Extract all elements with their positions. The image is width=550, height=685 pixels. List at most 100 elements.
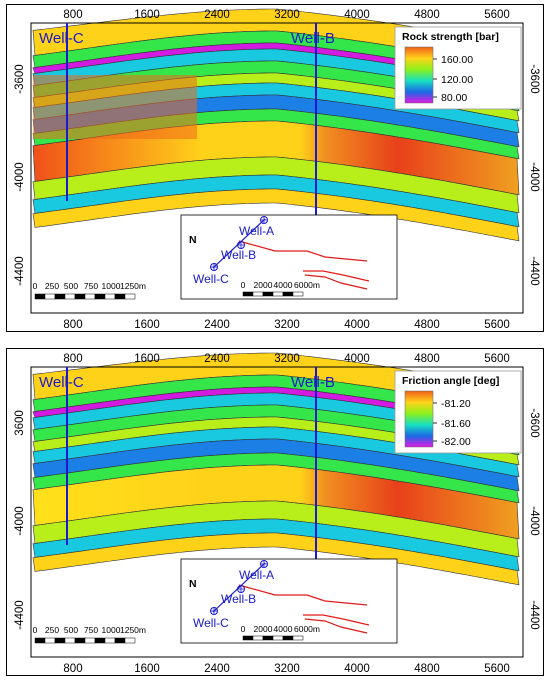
x-tick-top: 1600	[134, 9, 160, 21]
stratum-layer	[32, 532, 520, 586]
scale-bar-label: 250	[45, 625, 59, 635]
well-b-label: Well-B	[291, 30, 335, 47]
well-c-trajectory	[304, 618, 368, 634]
y-tick-left: -4400	[14, 256, 26, 285]
inset-scale-label: 6000m	[294, 624, 320, 634]
well-marker-icon	[210, 607, 218, 615]
x-tick-bottom: 1600	[134, 663, 160, 675]
north-arrow: N	[189, 578, 197, 590]
scale-bar-label: 500	[64, 625, 78, 635]
well-c-label: Well-C	[39, 30, 84, 47]
scale-bar-label: 1250m	[120, 281, 146, 291]
x-tick-bottom: 5600	[484, 319, 510, 331]
x-tick-bottom: 4000	[344, 663, 370, 675]
y-tick-right: -4000	[528, 162, 540, 191]
layered-section	[32, 352, 520, 586]
legend-value: 80.00	[441, 92, 467, 104]
y-tick-right: -3600	[528, 64, 540, 93]
well-b-label: Well-B	[291, 374, 335, 391]
well-b-trajectory	[303, 270, 370, 282]
legend-colorbar	[404, 390, 434, 448]
well-marker-icon	[260, 560, 268, 568]
y-tick-left: -3600	[14, 64, 26, 93]
y-tick-left: -4400	[14, 600, 26, 629]
well-marker-icon	[237, 585, 245, 593]
friction-angle-panel: 800 800 1600 1600 2400 2400 3200 3200 4000 4000 48…	[6, 348, 544, 676]
x-tick-bottom: 4800	[414, 319, 440, 331]
x-tick-bottom: 800	[63, 319, 82, 331]
x-tick-top: 3200	[274, 9, 300, 21]
legend-value: -82.00	[441, 436, 471, 448]
scale-bar-label: 0	[33, 625, 38, 635]
legend-value: -81.60	[441, 418, 471, 430]
well-marker-icon	[237, 241, 245, 249]
x-tick-top: 2400	[204, 9, 230, 21]
x-tick-top: 800	[63, 9, 82, 21]
inset-well-c-label: Well-C	[193, 272, 229, 286]
legend-value: -81.20	[441, 398, 471, 410]
scale-bar: 0 250 500 750 1000 1250m	[33, 281, 146, 300]
legend-title: Friction angle [deg]	[402, 375, 499, 387]
plot-frame	[30, 366, 524, 658]
location-inset-map: N Well-A Well-B Well-C 0 2000 4000 6000m	[180, 214, 398, 300]
inset-scale-label: 2000	[254, 280, 273, 290]
x-tick-bottom: 800	[63, 663, 82, 675]
inset-scale-label: 4000	[274, 280, 293, 290]
legend-title: Rock strength [bar]	[402, 31, 499, 43]
inset-well-b-label: Well-B	[221, 592, 256, 606]
plot-frame	[30, 22, 524, 314]
scale-bar-label: 1000	[102, 281, 121, 291]
scale-bar-label: 0	[33, 281, 38, 291]
y-tick-right: -4000	[528, 506, 540, 535]
inset-scale-label: 0	[241, 624, 246, 634]
stratum-layer	[32, 188, 520, 242]
legend-value: 160.00	[441, 54, 473, 66]
inset-section-line	[212, 562, 266, 613]
inset-scale-label: 4000	[274, 624, 293, 634]
x-tick-top: 4800	[414, 353, 440, 365]
rock-strength-panel: 800 800 1600 1600 2400 2400 3200 3200 4000 4000 48…	[6, 4, 544, 332]
x-tick-bottom: 5600	[484, 663, 510, 675]
well-a-trajectory	[238, 240, 368, 262]
high-value-zone	[33, 75, 197, 139]
x-tick-top: 2400	[204, 353, 230, 365]
x-tick-bottom: 3200	[274, 663, 300, 675]
x-tick-top: 5600	[484, 9, 510, 21]
inset-well-a-label: Well-A	[239, 224, 274, 238]
x-tick-top: 5600	[484, 353, 510, 365]
scale-bar-label: 1000	[102, 625, 121, 635]
x-tick-bottom: 3200	[274, 319, 300, 331]
inset-well-c-label: Well-C	[193, 616, 229, 630]
scale-bar-label: 1250m	[120, 625, 146, 635]
well-b-trajectory	[303, 614, 370, 626]
x-tick-bottom: 2400	[204, 663, 230, 675]
x-tick-bottom: 1600	[134, 319, 160, 331]
x-tick-top: 4000	[344, 9, 370, 21]
inset-scale-label: 2000	[254, 624, 273, 634]
x-tick-top: 800	[63, 353, 82, 365]
inset-scale-label: 6000m	[294, 280, 320, 290]
x-tick-top: 4000	[344, 353, 370, 365]
scale-bar-label: 250	[45, 281, 59, 291]
inset-well-b-label: Well-B	[221, 248, 256, 262]
y-tick-right: -3600	[528, 408, 540, 437]
well-marker-icon	[260, 216, 268, 224]
scale-bar-label: 750	[84, 281, 98, 291]
x-tick-bottom: 4000	[344, 319, 370, 331]
inset-well-a-label: Well-A	[239, 568, 274, 582]
inset-section-line	[212, 218, 266, 269]
x-tick-top: 4800	[414, 9, 440, 21]
section-plot: 800 800 1600 1600 2400 2400 3200 3200 4000 4000 48…	[14, 352, 540, 675]
y-tick-right: -4400	[528, 600, 540, 629]
x-tick-bottom: 4800	[414, 663, 440, 675]
legend-colorbar	[404, 46, 434, 104]
section-plot: 800 800 1600 1600 2400 2400 3200 3200 4000 4000 48…	[14, 8, 540, 331]
y-tick-left: -4000	[14, 162, 26, 191]
location-inset-map: N Well-A Well-B Well-C 0 2000 4000 6000m	[180, 558, 398, 644]
y-tick-left: -4000	[14, 506, 26, 535]
y-tick-left: 3600	[14, 410, 26, 436]
well-c-trajectory	[304, 274, 368, 290]
north-arrow: N	[189, 234, 197, 246]
scale-bar: 0 250 500 750 1000 1250m	[33, 625, 146, 644]
x-tick-bottom: 2400	[204, 319, 230, 331]
